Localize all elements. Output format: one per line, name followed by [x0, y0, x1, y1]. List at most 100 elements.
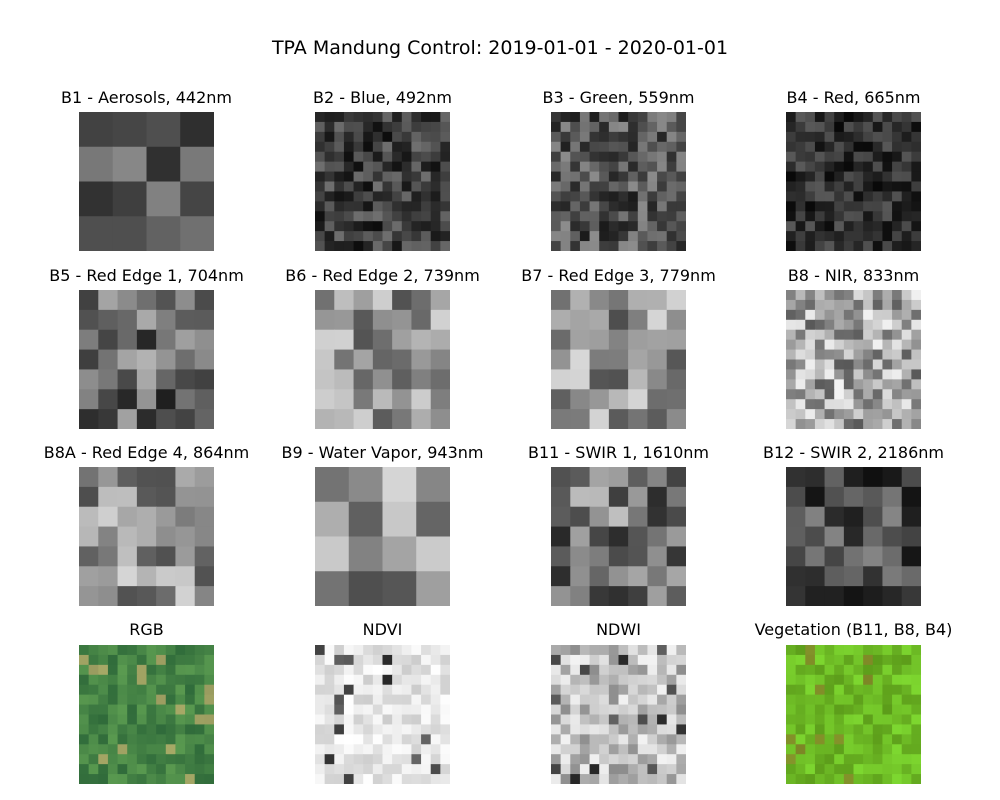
pixel-cell	[324, 744, 335, 755]
pixel-cell	[814, 319, 826, 331]
pixel-cell	[430, 171, 441, 183]
pixel-cell	[440, 674, 450, 686]
pixel-cell	[805, 339, 816, 351]
band-image-panel	[79, 112, 214, 251]
pixel-cell	[863, 349, 874, 361]
pixel-cell	[551, 141, 562, 153]
pixel-cell	[88, 654, 99, 666]
pixel-cell	[175, 664, 186, 676]
pixel-cell	[185, 744, 196, 755]
pixel-cell	[348, 467, 384, 503]
pixel-cell	[127, 684, 138, 696]
pixel-cell	[136, 744, 148, 755]
pixel-cell	[392, 181, 403, 193]
pixel-cell	[795, 349, 806, 361]
pixel-cell	[411, 201, 422, 212]
pixel-cell	[657, 241, 668, 251]
pixel-cell	[853, 112, 864, 123]
pixel-cell	[98, 774, 109, 784]
pixel-cell	[421, 694, 432, 706]
pixel-cell	[112, 216, 148, 251]
pixel-cell	[814, 654, 826, 666]
pixel-cell	[363, 181, 374, 193]
pixel-cell	[353, 684, 364, 696]
pixel-cell	[175, 674, 186, 686]
pixel-cell	[570, 211, 581, 222]
pixel-cell	[608, 566, 629, 587]
pixel-cell	[194, 586, 214, 606]
pixel-cell	[570, 241, 581, 251]
pixel-cell	[194, 734, 205, 745]
pixel-cell	[805, 586, 826, 606]
pixel-cell	[882, 161, 893, 173]
pixel-cell	[579, 764, 591, 775]
pixel-cell	[863, 131, 874, 143]
pixel-cell	[863, 379, 874, 390]
pixel-cell	[353, 734, 364, 745]
pixel-cell	[834, 379, 845, 390]
pixel-cell	[901, 694, 912, 706]
pixel-cell	[657, 141, 668, 153]
pixel-cell	[98, 724, 109, 735]
pixel-cell	[882, 586, 903, 606]
pixel-cell	[401, 151, 413, 163]
pixel-cell	[647, 724, 658, 735]
pixel-cell	[440, 201, 450, 212]
pixel-cell	[136, 645, 148, 656]
pixel-cell	[795, 774, 806, 784]
pixel-cell	[892, 121, 903, 133]
pixel-cell	[560, 645, 571, 656]
pixel-cell	[863, 419, 874, 429]
pixel-cell	[901, 486, 921, 508]
pixel-cell	[608, 506, 629, 528]
pixel-cell	[315, 754, 326, 765]
pixel-cell	[637, 191, 649, 202]
pixel-cell	[853, 349, 864, 361]
pixel-cell	[579, 211, 591, 222]
pixel-cell	[175, 684, 186, 696]
pixel-cell	[579, 654, 591, 666]
pixel-cell	[430, 151, 441, 163]
pixel-cell	[843, 171, 855, 183]
pixel-cell	[315, 501, 350, 538]
pixel-cell	[814, 349, 826, 361]
pixel-cell	[843, 546, 864, 567]
pixel-cell	[647, 141, 658, 153]
pixel-cell	[863, 241, 874, 251]
pixel-cell	[786, 211, 797, 222]
pixel-cell	[551, 191, 562, 202]
pixel-cell	[392, 704, 403, 716]
pixel-cell	[156, 486, 177, 508]
pixel-cell	[824, 379, 835, 390]
pixel-cell	[363, 664, 374, 676]
pixel-cell	[901, 221, 912, 232]
pixel-cell	[863, 299, 874, 311]
pixel-cell	[440, 221, 450, 232]
pixel-cell	[786, 754, 797, 765]
pixel-cell	[911, 654, 921, 666]
pixel-cell	[570, 734, 581, 745]
pixel-cell	[863, 290, 874, 301]
panel-title: B5 - Red Edge 1, 704nm	[49, 266, 244, 285]
pixel-cell	[363, 724, 374, 735]
pixel-cell	[88, 724, 99, 735]
pixel-cell	[175, 506, 196, 528]
pixel-cell	[608, 694, 620, 706]
pixel-cell	[599, 161, 610, 173]
pixel-cell	[117, 714, 128, 726]
pixel-cell	[315, 131, 326, 143]
pixel-cell	[599, 694, 610, 706]
pixel-cell	[786, 654, 797, 666]
pixel-cell	[618, 645, 629, 656]
pixel-cell	[834, 161, 845, 173]
pixel-cell	[618, 674, 629, 686]
pixel-cell	[843, 774, 855, 784]
pixel-cell	[834, 399, 845, 410]
pixel-cell	[853, 409, 864, 420]
pixel-cell	[392, 221, 403, 232]
pixel-cell	[416, 501, 450, 538]
pixel-cell	[814, 221, 826, 232]
pixel-cell	[551, 724, 562, 735]
pixel-cell	[353, 369, 374, 390]
pixel-cell	[805, 309, 816, 321]
